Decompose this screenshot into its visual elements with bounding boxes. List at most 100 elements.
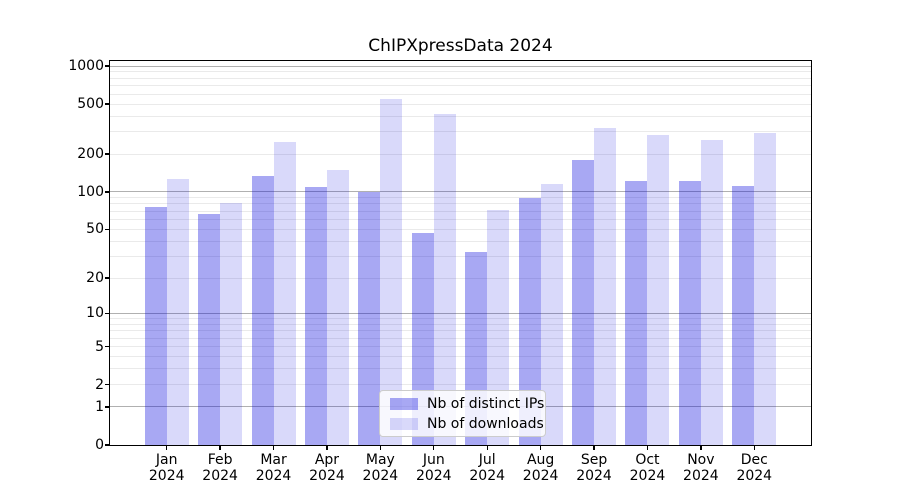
- x-tick-label-line: Aug: [526, 452, 555, 468]
- gridline-minor-y-2: [110, 384, 811, 386]
- x-tick-label-nov-2024: Nov 2024: [669, 452, 733, 484]
- gridline-minor-y-80: [110, 203, 811, 205]
- x-tick-label-line: Oct: [635, 452, 660, 468]
- chart-title: ChIPXpressData 2024: [368, 36, 553, 56]
- x-tick-label-mar-2024: Mar 2024: [242, 452, 306, 484]
- x-tick-jan-2024: [166, 445, 168, 450]
- x-tick-label-line: 2024: [362, 467, 399, 484]
- x-tick-label-may-2024: May 2024: [348, 452, 412, 484]
- x-tick-label-line: 2024: [148, 467, 185, 484]
- x-tick-label-line: 2024: [522, 467, 559, 484]
- x-tick-feb-2024: [219, 445, 221, 450]
- x-tick-label-line: Apr: [314, 452, 340, 468]
- x-tick-nov-2024: [700, 445, 702, 450]
- x-tick-label-line: Mar: [260, 452, 287, 468]
- y-tick-label-500: 500: [77, 95, 104, 112]
- x-tick-may-2024: [379, 445, 382, 450]
- gridline-minor-y-4: [110, 356, 811, 358]
- x-tick-label-line: May: [365, 452, 395, 468]
- x-tick-label-sep-2024: Sep 2024: [562, 452, 626, 484]
- x-tick-label-line: 2024: [469, 467, 506, 484]
- gridline-minor-y-20: [110, 277, 811, 279]
- y-tick-10: [105, 312, 110, 315]
- bar-nb-of-downloads-nov-2024: [700, 140, 723, 445]
- x-tick-jul-2024: [486, 445, 488, 450]
- gridline-minor-y-3: [110, 368, 811, 370]
- x-tick-label-line: Dec: [740, 452, 768, 468]
- gridline-minor-y-90: [110, 197, 811, 199]
- bar-nb-of-downloads-jan-2024: [166, 178, 189, 445]
- y-tick-label-1: 1: [95, 398, 104, 415]
- y-tick-label-100: 100: [77, 183, 104, 200]
- y-tick-100: [105, 191, 110, 193]
- y-tick-200: [105, 153, 110, 155]
- bar-nb-of-distinct-ips-nov-2024: [678, 181, 701, 445]
- legend-item-downloads: Nb of downloads: [390, 416, 544, 432]
- bar-nb-of-distinct-ips-apr-2024: [304, 187, 327, 445]
- x-tick-dec-2024: [753, 445, 755, 450]
- x-tick-label-feb-2024: Feb 2024: [188, 452, 252, 484]
- legend-swatch-downloads: [390, 417, 418, 430]
- gridline-minor-y-6: [110, 337, 811, 339]
- bar-nb-of-distinct-ips-may-2024: [358, 191, 381, 445]
- gridline-minor-y-200: [110, 153, 811, 155]
- x-tick-label-aug-2024: Aug 2024: [509, 452, 573, 484]
- bar-nb-of-distinct-ips-oct-2024: [625, 180, 648, 445]
- x-tick-label-line: 2024: [415, 467, 452, 484]
- bar-nb-of-downloads-aug-2024: [540, 183, 563, 445]
- bar-nb-of-downloads-mar-2024: [273, 141, 296, 445]
- gridline-minor-y-7: [110, 330, 811, 332]
- x-tick-aug-2024: [539, 445, 542, 450]
- y-tick-2: [105, 384, 110, 386]
- gridline-minor-y-40: [110, 240, 811, 242]
- x-tick-label-line: 2024: [629, 467, 666, 484]
- x-tick-label-line: Jan: [155, 452, 178, 468]
- y-tick-label-200: 200: [77, 146, 104, 163]
- x-tick-sep-2024: [593, 445, 595, 450]
- y-tick-label-1000: 1000: [68, 58, 104, 75]
- bar-nb-of-distinct-ips-mar-2024: [251, 175, 274, 445]
- x-tick-label-oct-2024: Oct 2024: [615, 452, 679, 484]
- gridline-minor-y-8: [110, 323, 811, 325]
- gridline-minor-y-400: [110, 115, 811, 117]
- legend: Nb of distinct IPs Nb of downloads: [379, 390, 546, 437]
- y-tick-label-20: 20: [86, 269, 104, 286]
- y-tick-500: [105, 103, 110, 105]
- gridline-major-y-1000: [110, 65, 811, 67]
- gridline-minor-y-800: [110, 77, 811, 79]
- legend-item-distinct-ips: Nb of distinct IPs: [390, 396, 544, 412]
- x-tick-label-dec-2024: Dec 2024: [722, 452, 786, 484]
- x-tick-label-line: Sep: [580, 452, 608, 468]
- bar-nb-of-downloads-sep-2024: [594, 128, 617, 445]
- x-tick-label-jul-2024: Jul 2024: [455, 452, 519, 484]
- x-tick-label-line: 2024: [736, 467, 773, 484]
- gridline-minor-y-70: [110, 210, 811, 212]
- y-tick-label-5: 5: [95, 338, 104, 355]
- y-tick-label-2: 2: [95, 376, 104, 393]
- bar-nb-of-downloads-apr-2024: [326, 169, 349, 445]
- y-tick-5: [105, 346, 110, 348]
- gridline-minor-y-30: [110, 256, 811, 258]
- legend-swatch-distinct-ips: [390, 397, 418, 410]
- gridline-minor-y-900: [110, 71, 811, 73]
- x-tick-mar-2024: [272, 445, 275, 450]
- bar-nb-of-distinct-ips-dec-2024: [732, 186, 755, 445]
- plot-area: [110, 61, 811, 445]
- x-tick-label-jun-2024: Jun 2024: [402, 452, 466, 484]
- bar-nb-of-distinct-ips-feb-2024: [198, 214, 221, 445]
- bar-nb-of-downloads-jun-2024: [433, 114, 456, 445]
- gridline-major-y-100: [110, 191, 811, 193]
- legend-label-downloads: Nb of downloads: [427, 415, 544, 432]
- y-tick-20: [105, 277, 110, 279]
- x-tick-label-line: 2024: [255, 467, 292, 484]
- bar-nb-of-downloads-jul-2024: [487, 209, 510, 445]
- bar-nb-of-downloads-dec-2024: [754, 133, 777, 445]
- x-tick-label-line: 2024: [309, 467, 345, 484]
- bar-nb-of-distinct-ips-jan-2024: [144, 206, 167, 445]
- y-tick-1: [105, 406, 110, 408]
- gridline-major-y-10: [110, 312, 811, 314]
- x-tick-jun-2024: [433, 445, 435, 450]
- gridline-minor-y-9: [110, 318, 811, 320]
- bar-nb-of-distinct-ips-sep-2024: [572, 160, 595, 445]
